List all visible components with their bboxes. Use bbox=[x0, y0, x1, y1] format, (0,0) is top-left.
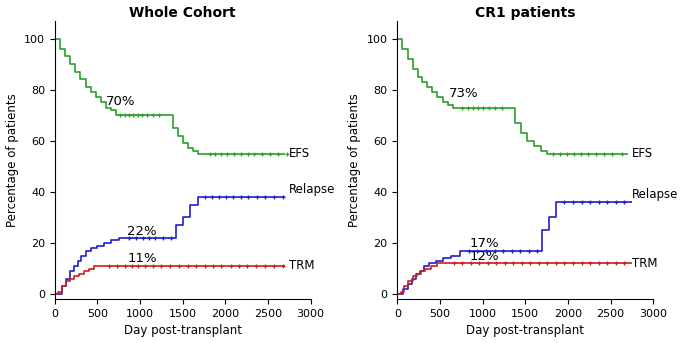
Text: 22%: 22% bbox=[127, 225, 157, 238]
Text: Relapse: Relapse bbox=[289, 183, 336, 196]
Text: EFS: EFS bbox=[632, 147, 653, 160]
X-axis label: Day post-transplant: Day post-transplant bbox=[124, 324, 242, 338]
Text: 70%: 70% bbox=[106, 95, 136, 108]
Title: Whole Cohort: Whole Cohort bbox=[129, 5, 236, 20]
Title: CR1 patients: CR1 patients bbox=[475, 5, 575, 20]
Text: 11%: 11% bbox=[127, 252, 157, 265]
Text: 17%: 17% bbox=[470, 237, 499, 250]
Text: TRM: TRM bbox=[632, 257, 658, 270]
Y-axis label: Percentage of patients: Percentage of patients bbox=[348, 93, 361, 227]
Text: 12%: 12% bbox=[470, 250, 499, 263]
Text: TRM: TRM bbox=[289, 259, 315, 272]
Y-axis label: Percentage of patients: Percentage of patients bbox=[5, 93, 18, 227]
X-axis label: Day post-transplant: Day post-transplant bbox=[466, 324, 584, 338]
Text: Relapse: Relapse bbox=[632, 188, 678, 201]
Text: EFS: EFS bbox=[289, 147, 310, 160]
Text: 73%: 73% bbox=[449, 87, 478, 100]
